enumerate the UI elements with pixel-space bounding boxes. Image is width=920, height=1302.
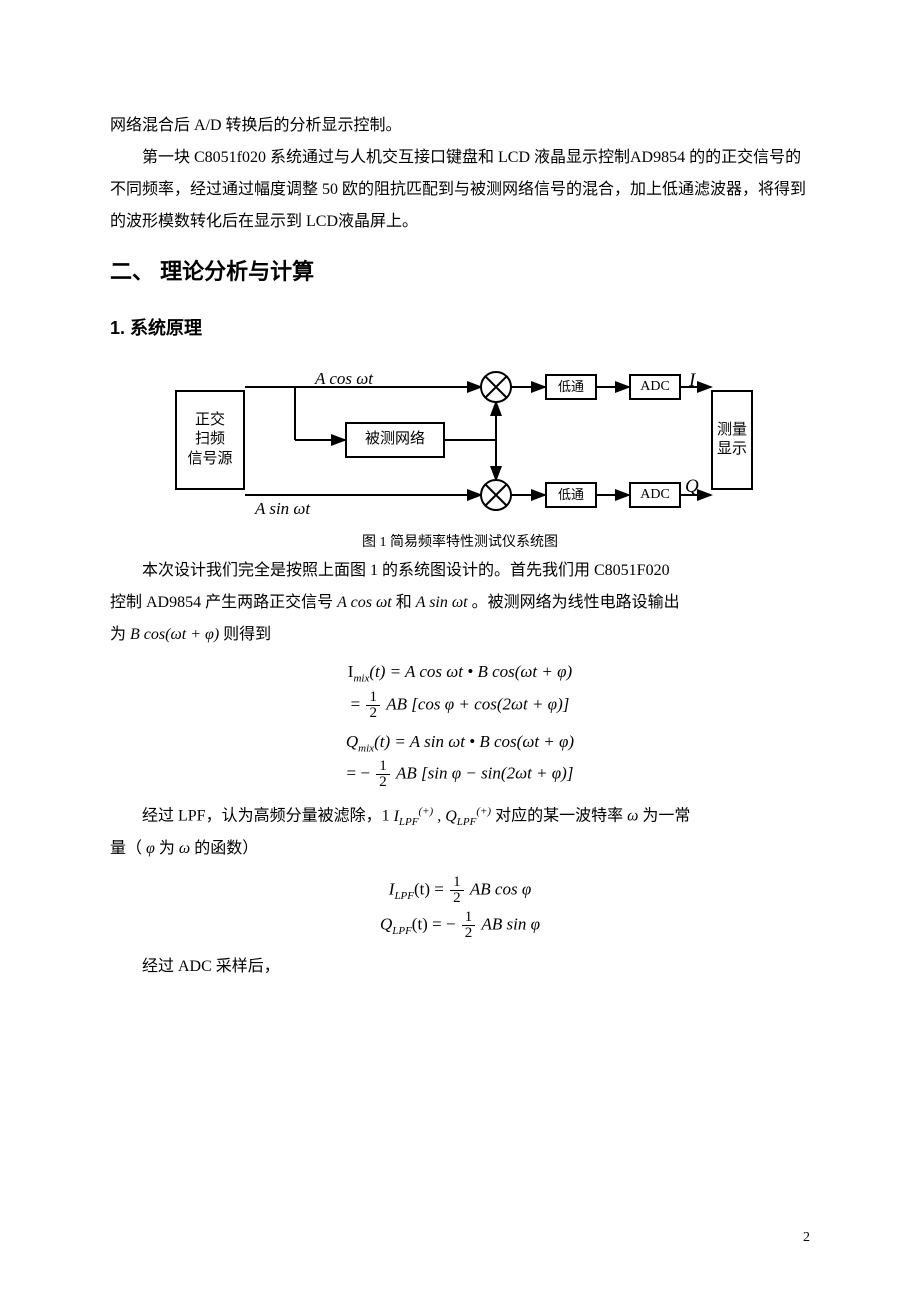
figure-1-diagram: 正交扫频信号源 被测网络 低通 低通 ADC ADC 测量显示 A cos ωt…	[175, 360, 745, 530]
eq1-pre: =	[351, 694, 365, 713]
eq1-num: 1	[366, 690, 380, 706]
node-display: 测量显示	[711, 390, 753, 490]
para-after-fig-a: 本次设计我们完全是按照上面图 1 的系统图设计的。首先我们用 C8051F020	[142, 562, 670, 579]
node-source: 正交扫频信号源	[175, 390, 245, 490]
para-after-fig-c: 为 B cos(ωt + φ) 则得到	[110, 619, 810, 651]
inline-bcos: B cos(ωt + φ)	[130, 626, 219, 643]
eq2-rest: AB [sin φ − sin(2ωt + φ)]	[396, 764, 573, 783]
para-lpf-2: 量（ φ 为 ω 的函数）	[110, 833, 810, 865]
eq3-i-suf: AB cos φ	[470, 879, 531, 898]
subsection-1-title: 1. 系统原理	[110, 310, 810, 346]
lpf-i-sup: (+)	[418, 805, 433, 817]
para-lpf: 经过 LPF，认为高频分量被滤除，1 ILPF(+) , QLPF(+) 对应的…	[110, 800, 810, 833]
lpf-omega: ω	[627, 808, 638, 825]
lpf-q-sub: LPF	[457, 816, 477, 828]
eq3-i-arg: (t) =	[414, 879, 448, 898]
lpf-i-sub: LPF	[399, 816, 419, 828]
para-after-fig-b: 控制 AD9854 产生两路正交信号 A cos ωt 和 A sin ωt 。…	[110, 587, 810, 619]
eq2-lhs: Q	[346, 732, 358, 751]
node-adc2: ADC	[629, 482, 681, 508]
lpf2-phi: φ	[146, 840, 155, 857]
lpf-q-sym: Q	[445, 808, 457, 825]
para-c-suffix: 则得到	[223, 626, 271, 643]
eq2-pre: = −	[347, 764, 370, 783]
figure-1-caption: 图 1 简易频率特性测试仪系统图	[110, 532, 810, 553]
equation-qmix: Qmix(t) = A sin ωt • B cos(ωt + φ) = − 1…	[110, 731, 810, 791]
eq3-den2: 2	[462, 926, 476, 941]
eq3-q-arg: (t) = −	[412, 914, 456, 933]
eq3-q-suf: AB sin φ	[482, 914, 541, 933]
node-dut: 被测网络	[345, 422, 445, 458]
para-after-fig: 本次设计我们完全是按照上面图 1 的系统图设计的。首先我们用 C8051F020	[110, 555, 810, 587]
eq1-sub: mix	[353, 672, 369, 684]
lpf-prefix: 经过 LPF，认为高频分量被滤除，1	[142, 808, 394, 825]
edge-label-acoswt: A cos ωt	[315, 362, 373, 396]
eq2-sub: mix	[358, 742, 374, 754]
para-b-prefix: 控制 AD9854 产生两路正交信号	[110, 594, 333, 611]
eq3-num1: 1	[450, 875, 464, 891]
eq2-num: 1	[376, 759, 390, 775]
para-c-prefix: 为	[110, 626, 130, 643]
intro-para-2: 第一块 C8051f020 系统通过与人机交互接口键盘和 LCD 液晶显示控制A…	[110, 142, 810, 238]
eq3-q-sub: LPF	[392, 925, 412, 937]
inline-acoswt: A cos ωt	[337, 594, 392, 611]
eq3-den1: 2	[450, 891, 464, 906]
eq3-i-sub: LPF	[394, 890, 414, 902]
lpf2-mid: 为	[159, 840, 179, 857]
eq2-den: 2	[376, 775, 390, 790]
eq1-arg: (t) = A cos ωt • B cos(ωt + φ)	[369, 662, 572, 681]
eq3-q-lhs: Q	[380, 914, 392, 933]
eq1-den: 2	[366, 706, 380, 721]
node-lpf1: 低通	[545, 374, 597, 400]
lpf2-suf: 的函数）	[194, 840, 258, 857]
eq3-num2: 1	[462, 910, 476, 926]
edge-label-q: Q	[685, 468, 699, 506]
node-lpf2: 低通	[545, 482, 597, 508]
section-2-title: 二、 理论分析与计算	[110, 250, 810, 294]
para-adc: 经过 ADC 采样后，	[110, 951, 810, 983]
lpf-mid: 对应的某一波特率	[495, 808, 627, 825]
eq2-arg: (t) = A sin ωt • B cos(ωt + φ)	[374, 732, 574, 751]
lpf2-pre: 量（	[110, 840, 142, 857]
para-b-and: 和	[396, 594, 416, 611]
lpf-q-sup: (+)	[476, 805, 491, 817]
page-number: 2	[803, 1224, 810, 1252]
inline-asinwt: A sin ωt	[416, 594, 468, 611]
para-b-suffix: 。被测网络为线性电路设输出	[472, 594, 680, 611]
eq1-rest: AB [cos φ + cos(2ωt + φ)]	[386, 694, 569, 713]
edge-label-i: I	[689, 362, 695, 400]
lpf-suffix: 为一常	[642, 808, 690, 825]
equation-ilpf-qlpf: ILPF(t) = 12 AB cos φ QLPF(t) = − 12 AB …	[110, 875, 810, 941]
edge-label-asinwt: A sin ωt	[255, 492, 310, 526]
lpf2-omega: ω	[179, 840, 190, 857]
node-adc1: ADC	[629, 374, 681, 400]
equation-imix: Imix(t) = A cos ωt • B cos(ωt + φ) = 12 …	[110, 661, 810, 721]
intro-line-1: 网络混合后 A/D 转换后的分析显示控制。	[110, 110, 810, 142]
